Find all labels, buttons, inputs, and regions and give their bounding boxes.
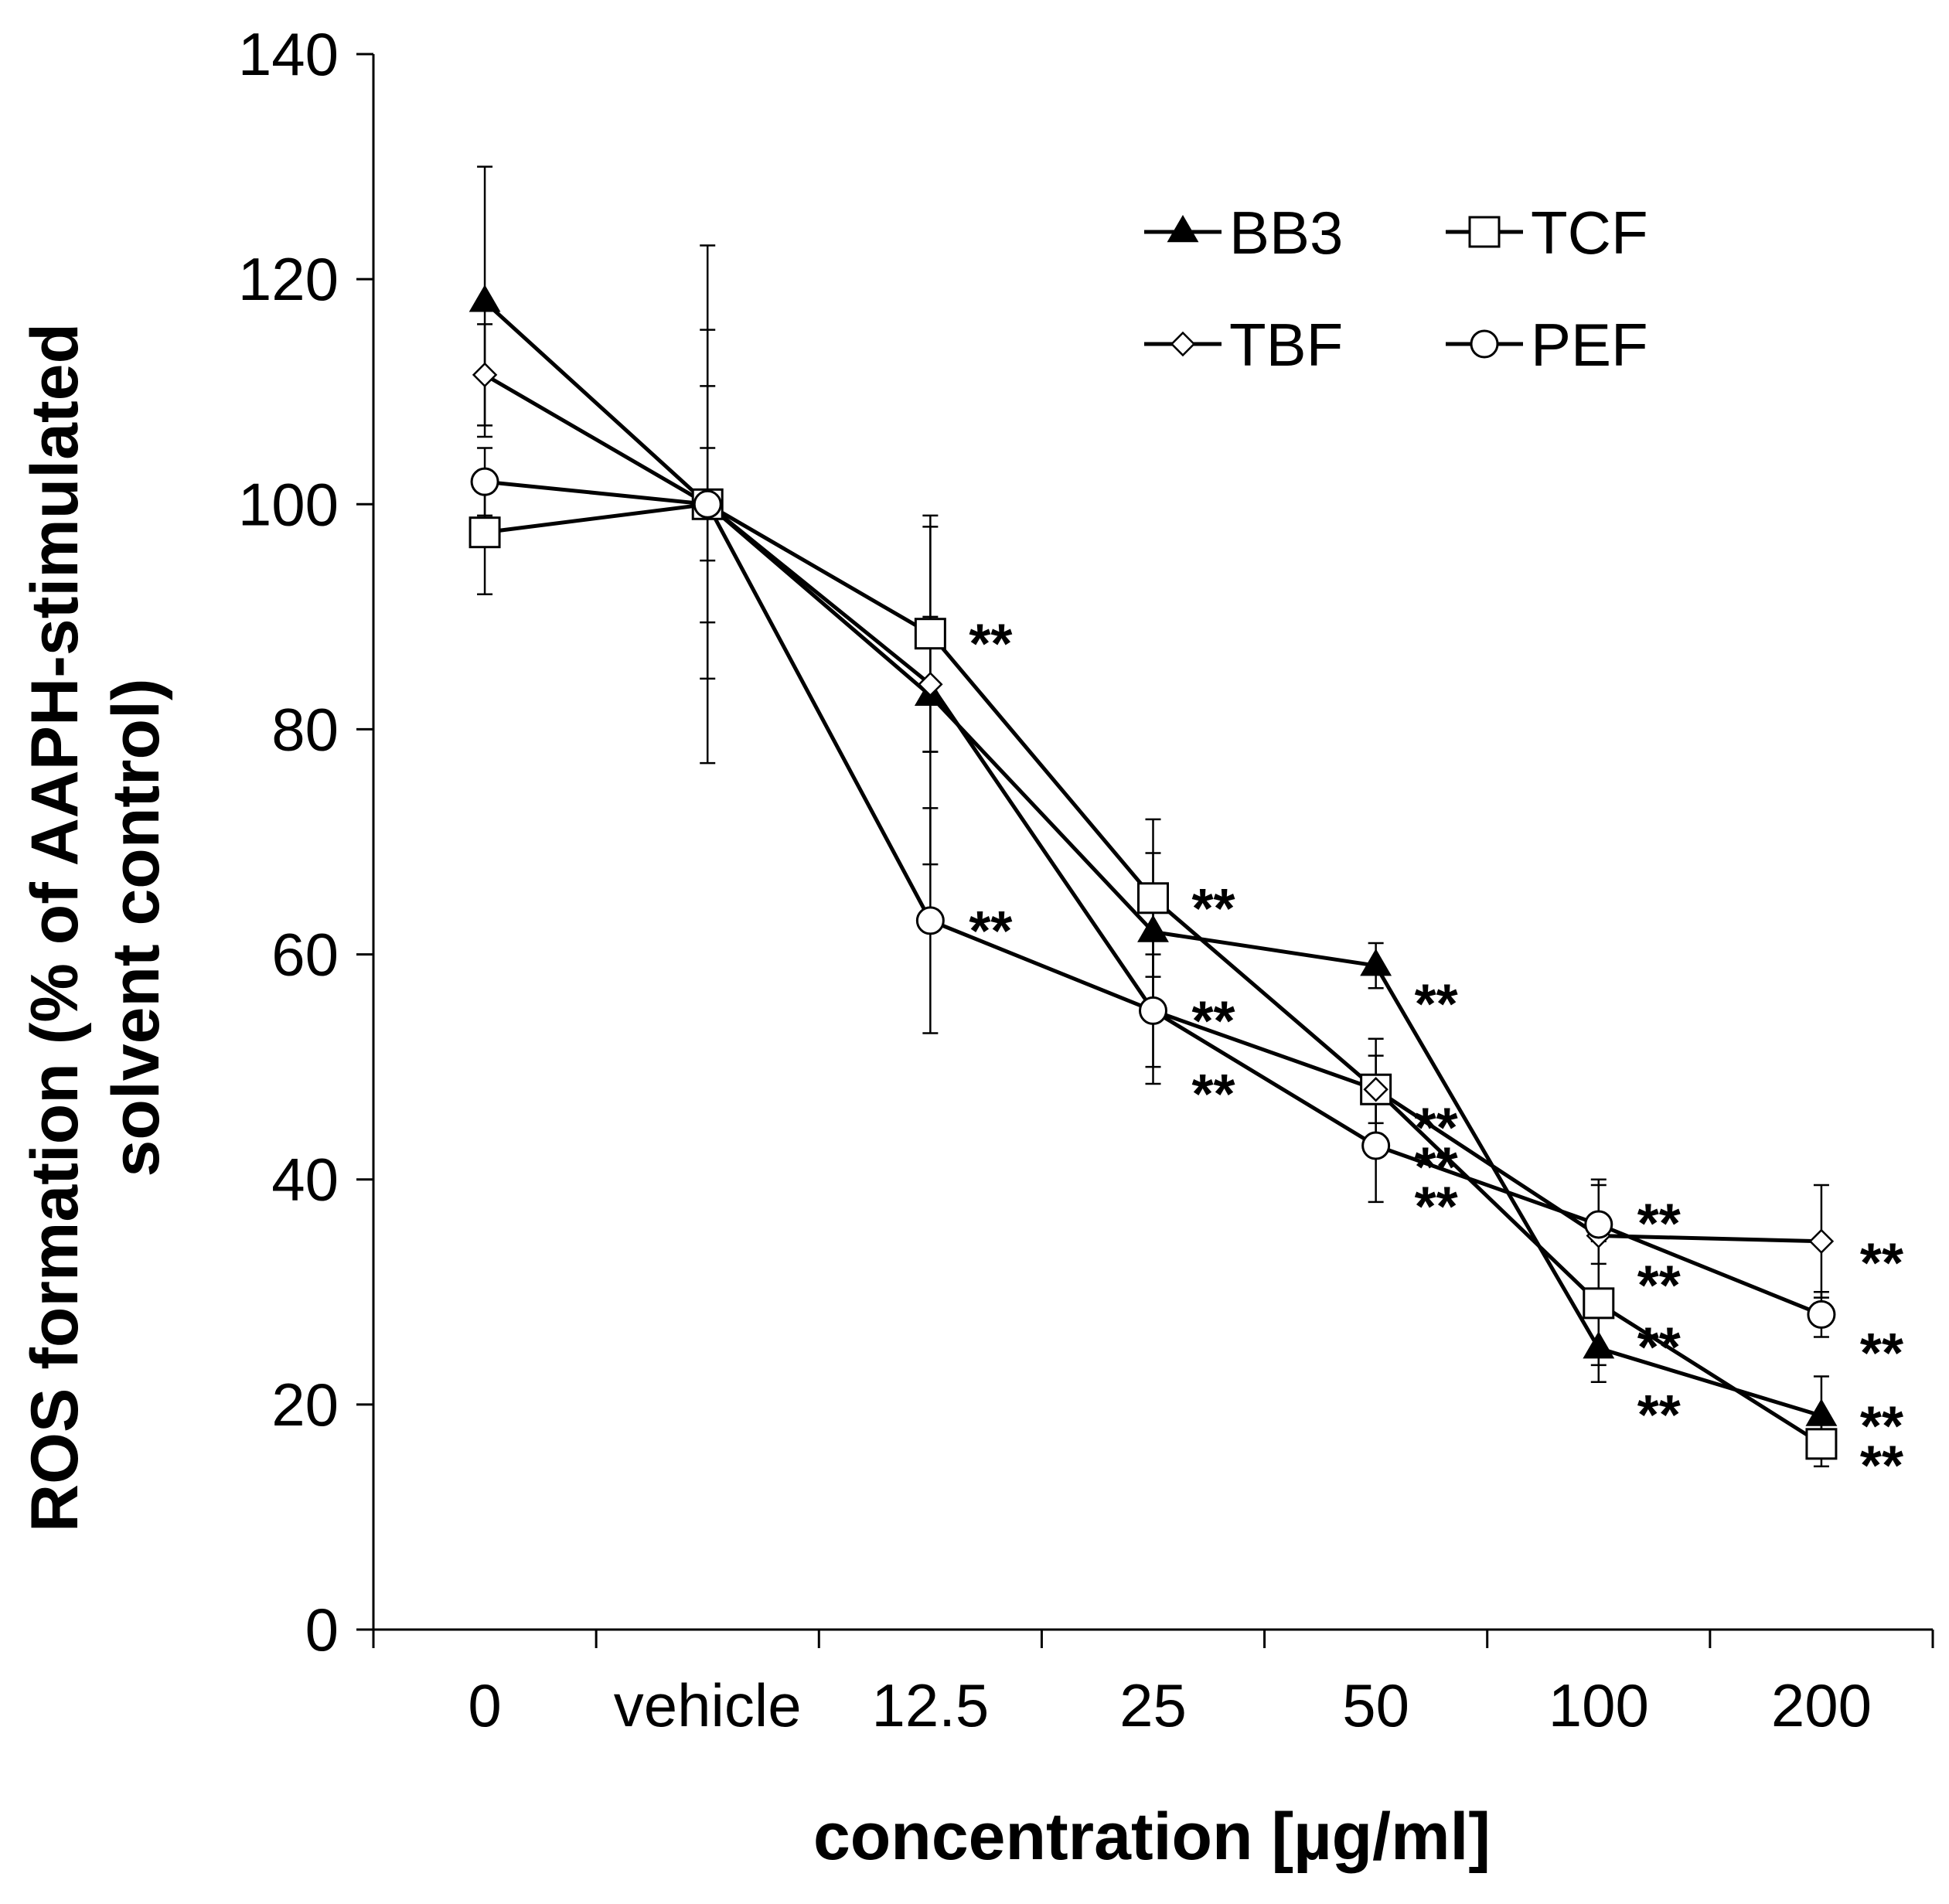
data-point-tcf bbox=[914, 618, 946, 650]
data-point-bb3 bbox=[469, 284, 501, 312]
data-point-tbf bbox=[472, 362, 498, 388]
significance-marker: ** bbox=[1860, 1232, 1903, 1294]
significance-marker: ** bbox=[1860, 1435, 1903, 1497]
data-point-bb3 bbox=[1583, 1331, 1615, 1359]
significance-marker: ** bbox=[1637, 1193, 1681, 1255]
significance-marker: ** bbox=[1860, 1395, 1903, 1457]
significance-marker: ** bbox=[1192, 990, 1235, 1052]
legend-marker-tbf bbox=[1170, 331, 1196, 357]
y-tick-label: 0 bbox=[305, 1596, 339, 1664]
series-line-tbf bbox=[483, 373, 1821, 1244]
data-point-tcf bbox=[1137, 882, 1169, 915]
legend-marker-pef bbox=[1470, 329, 1499, 359]
y-tick-label: 140 bbox=[238, 20, 339, 88]
y-axis-title-line-1: ROS formation (% of AAPH-stimulated bbox=[18, 323, 92, 1532]
legend-marker-tcf bbox=[1468, 216, 1501, 248]
y-tick-label: 80 bbox=[271, 695, 339, 763]
y-tick-label: 20 bbox=[271, 1371, 339, 1439]
significance-marker: ** bbox=[1192, 878, 1235, 940]
legend-label-tcf: TCF bbox=[1531, 199, 1648, 267]
significance-marker: ** bbox=[1415, 974, 1458, 1036]
data-point-tcf bbox=[469, 516, 501, 549]
y-tick-label: 40 bbox=[271, 1146, 339, 1214]
series-markers bbox=[469, 284, 1838, 1460]
x-tick-label: 12.5 bbox=[871, 1671, 989, 1739]
significance-marker: ** bbox=[1415, 1177, 1458, 1238]
significance-marker: ** bbox=[1415, 1098, 1458, 1160]
y-tick-label: 100 bbox=[238, 470, 339, 538]
data-point-pef bbox=[693, 489, 722, 519]
data-point-pef bbox=[1139, 996, 1167, 1025]
legend-label-tbf: TBF bbox=[1229, 311, 1343, 379]
legend-marker-bb3 bbox=[1167, 214, 1199, 243]
data-point-pef bbox=[470, 467, 499, 496]
data-point-tbf bbox=[1363, 1077, 1388, 1102]
x-tick-label: 100 bbox=[1549, 1671, 1649, 1739]
data-point-pef bbox=[1584, 1210, 1613, 1239]
data-point-bb3 bbox=[1805, 1398, 1838, 1426]
significance-marker: ** bbox=[1637, 1255, 1681, 1316]
y-tick-label: 60 bbox=[271, 921, 339, 989]
x-tick-label: 200 bbox=[1771, 1671, 1872, 1739]
data-point-tcf bbox=[1583, 1287, 1615, 1320]
y-axis-title-line-2: solvent control) bbox=[99, 678, 173, 1177]
x-tick-label: 25 bbox=[1119, 1671, 1187, 1739]
y-tick-label: 120 bbox=[238, 245, 339, 313]
chart-axes: 0 20 40 60 80 100 120 140 0 vehicle 12.5 25 50 100 200 bbox=[238, 20, 1934, 1739]
data-point-tcf bbox=[1805, 1428, 1838, 1460]
significance-marker: ** bbox=[1860, 1323, 1903, 1385]
legend-label-pef: PEF bbox=[1531, 311, 1648, 379]
data-point-pef bbox=[915, 906, 945, 935]
significance-marker: ** bbox=[969, 614, 1012, 676]
data-point-pef bbox=[1361, 1131, 1391, 1160]
legend: BB3 TCF TBF PEF bbox=[1144, 199, 1648, 379]
data-point-tbf bbox=[918, 671, 943, 697]
x-tick-label: vehicle bbox=[614, 1671, 802, 1739]
data-point-pef bbox=[1807, 1299, 1836, 1329]
data-point-bb3 bbox=[1137, 915, 1169, 942]
significance-annotations: **** ************** **************** bbox=[969, 614, 1903, 1497]
data-point-tbf bbox=[1808, 1228, 1835, 1254]
significance-marker: ** bbox=[1192, 1064, 1235, 1126]
significance-marker: ** bbox=[1415, 1137, 1458, 1199]
legend-label-bb3: BB3 bbox=[1229, 199, 1343, 267]
significance-marker: ** bbox=[969, 901, 1012, 962]
y-axis-title: ROS formation (% of AAPH-stimulated solv… bbox=[18, 323, 173, 1532]
x-tick-label: 0 bbox=[468, 1671, 501, 1739]
x-tick-label: 50 bbox=[1342, 1671, 1409, 1739]
data-point-bb3 bbox=[1360, 949, 1392, 976]
x-axis-title: concentration [µg/ml] bbox=[813, 1800, 1491, 1874]
significance-marker: ** bbox=[1637, 1317, 1681, 1379]
significance-marker: ** bbox=[1637, 1385, 1681, 1446]
